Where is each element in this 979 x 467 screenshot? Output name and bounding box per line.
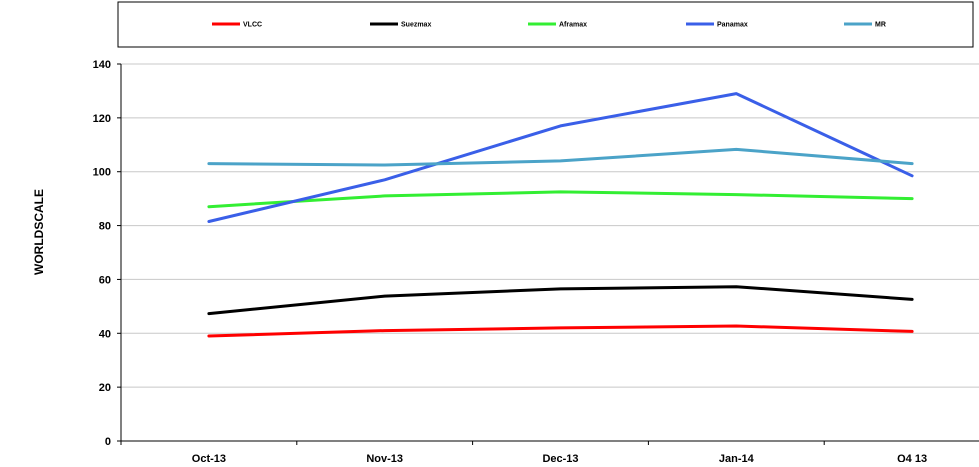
legend-label: VLCC [243,22,262,29]
y-axis-title: WORLDSCALE [32,189,46,275]
legend-item-mr: MR [844,22,886,29]
y-tick-label: 20 [99,382,111,394]
x-tick-label: Jan-14 [719,453,755,462]
legend-item-suezmax: Suezmax [370,22,431,29]
legend-label: Suezmax [401,22,431,29]
y-axis-ticks: 0 20 40 60 80 100 120 140 [93,59,121,448]
legend: VLCC Suezmax Aframax Panamax MR [212,22,886,29]
y-tick-label: 100 [93,167,111,179]
y-tick-label: 60 [99,274,111,286]
legend-label: Aframax [559,22,587,29]
y-tick-label: 0 [105,436,111,448]
series-line-vlcc [207,324,914,338]
y-tick-label: 120 [93,113,111,125]
y-tick-label: 140 [93,59,111,71]
legend-item-panamax: Panamax [686,22,748,29]
gridlines [121,63,979,388]
series-line-panamax [207,92,914,223]
legend-label: MR [875,22,886,29]
series-lines [207,92,914,338]
axes [120,64,979,442]
legend-item-vlcc: VLCC [212,22,262,29]
x-tick-label: Oct-13 [192,453,226,462]
legend-item-aframax: Aframax [528,22,587,29]
y-tick-label: 40 [99,328,111,340]
x-tick-label: Q4 13 [897,453,927,462]
y-tick-label: 80 [99,221,111,233]
x-axis-ticks: Oct-13 Nov-13 Dec-13 Jan-14 Q4 13 [120,441,927,465]
x-tick-label: Dec-13 [542,453,578,462]
series-line-suezmax [207,285,914,316]
series-line-mr [207,147,914,167]
legend-label: Panamax [717,22,748,29]
series-line-aframax [207,190,914,209]
x-tick-label: Nov-13 [366,453,403,462]
